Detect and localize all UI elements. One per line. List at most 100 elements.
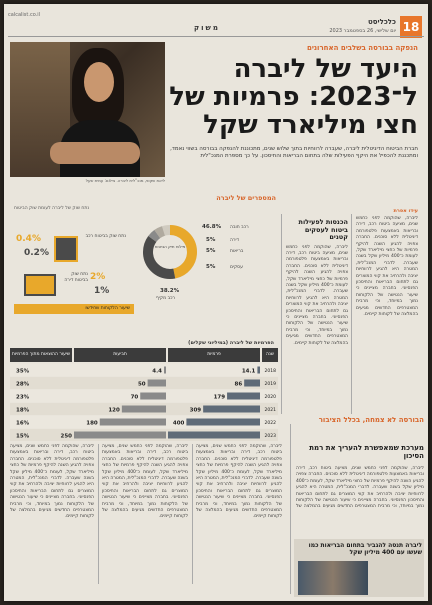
table-title: הפרמיות של ליברה (במיליוני שקלים) [188,340,274,346]
legend-label: שיעור הלקוחות שחידשו [85,306,130,311]
premiums-table: הפרמיות של ליברה (במיליוני שקלים) שיעור … [10,340,278,441]
claims-bar [164,366,166,374]
claims-bar [99,418,166,426]
stat-2-label: נתח שוק בביטוח דירה [64,272,88,283]
stat-1-label: נתח שוק בביטוח רכב [85,234,126,239]
article-deck: חברת הביטוח הדיגיטלית ליברה, שעברה לרווח… [170,146,418,159]
premium-bar [203,405,260,413]
donut-label-2: רכב מקיף [156,296,176,301]
ratio-value: 28% [16,382,30,388]
table-year-label: 2023 [265,433,277,439]
claims-value: 70 [131,395,139,401]
claims-value: 180 [86,421,98,427]
article-kicker: הנפקה בבורסה בשלבים האחרונים [306,44,418,52]
donut-chart [143,225,197,279]
stat-2-pct: 2% [90,272,106,282]
premiums-bars: 2018 14.1 4.4 35% 2019 86 50 28% 2020 179 70 23% 202… [10,364,278,441]
claims-bar [121,405,166,413]
body-text-5: ליברה, שהוקמה לפני כחמש שנים, מציעה ביטו… [196,444,282,520]
infographic-title: המספרים של ליברה [216,194,276,202]
body-text-2: ליברה, שהוקמה לפני כחמש שנים, מציעה ביטו… [286,244,348,346]
claims-value: 50 [138,382,146,388]
stat-1-pct: 0.4% [16,234,41,244]
newspaper-page: 18 כלכליסט יום שלישי, 26 בספטמבר 2023 מש… [4,4,428,601]
legend-bar [14,304,134,314]
donut-pct-5: 5% [206,264,216,270]
page-header: 18 כלכליסט יום שלישי, 26 בספטמבר 2023 מש… [4,4,428,42]
body-column-4: ליברה, שהוקמה לפני כחמש שנים, מציעה ביטו… [102,444,188,584]
claims-bar [147,379,166,387]
table-header-ratio: שיעור ההוצאות מתוך הפרמיות [10,348,72,362]
infographic: המספרים של ליברה נתח שוק של ליברה לעומת … [10,192,280,342]
premium-value: 14.1 [242,369,256,375]
table-row [10,377,278,389]
claims-value: 4.4 [152,369,162,375]
donut-center-label: פילוח תיק הביטוח [154,244,186,249]
card-icon [24,274,56,296]
ratio-value: 23% [16,395,30,401]
body-column-2: הכנסות לפעילות ביטוח לעסקים קטנים ליברה,… [286,216,348,416]
table-year-label: 2022 [265,420,277,426]
stats-title: נתח שוק של ליברה לעומת שוק הביטוח [14,206,90,211]
bottom-headline-1: מערכת שמאפשרת להעריך את רמת הסיכון [309,444,424,460]
body-text: ליברה, שהוקמה לפני כחמש שנים, מציעה ביטו… [356,216,418,318]
ratio-value: 18% [16,408,30,414]
header-rule [8,36,424,37]
premium-value: 400 [173,421,185,427]
bottom-headline-2: הבורסה לא צמחה, בכלל הציבור [318,416,424,424]
article-title: היעד של ליברה ל־2023: פרמיות של חצי מילי… [169,54,418,140]
body-column-5: ליברה, שהוקמה לפני כחמש שנים, מציעה ביטו… [196,444,282,584]
claims-bar [140,392,166,400]
table-year-label: 2018 [265,368,277,374]
publication-date: יום שלישי, 26 בספטמבר 2023 [329,28,396,34]
premium-bar [257,366,260,374]
bottom-headline-3: ליברה תנסה להגביר בתחום הבריאות כמו שעשו… [308,542,422,556]
table-header-premiums: פרמיות [168,348,260,362]
body-text-4: ליברה, שהוקמה לפני כחמש שנים, מציעה ביטו… [102,444,188,520]
donut-pct-2: 38.2% [160,288,180,294]
donut-slice-1 [143,225,197,279]
ratio-value: 16% [16,421,30,427]
table-year-label: 2020 [265,394,277,400]
premium-bar [227,392,260,400]
ratio-value: 15% [16,434,30,440]
premium-value: 86 [235,382,243,388]
table-year-label: 2021 [265,407,277,413]
premium-bar [168,431,260,439]
donut-pct-main: 46.8% [202,224,222,230]
subhead: הכנסות לפעילות ביטוח לעסקים קטנים [298,218,349,241]
body-column-1: ליברה, שהוקמה לפני כחמש שנים, מציעה ביטו… [356,216,418,416]
claims-value: 250 [61,434,73,440]
section-name: משוק [194,24,220,32]
donut-label-3: דירה [230,238,239,243]
donut-pct-3: 5% [206,237,216,243]
bottom-body-1: ליברה, שהוקמה לפני כחמש שנים, מציעה ביטו… [296,466,424,510]
table-header-year: שנה [262,348,278,362]
donut-label-4: בריאות [230,249,244,254]
stat-2-pct-b: 1% [94,286,110,296]
building-icon [54,236,78,262]
author-name: עידו אפרת [393,208,418,214]
stat-1-pct-b: 0.2% [24,248,49,258]
donut-pct-4: 5% [206,248,216,254]
publication-name: כלכליסט [368,18,396,26]
teaser-image [298,561,368,595]
donut-slice-2 [143,225,197,279]
masthead-small: calcalist.co.il [8,12,41,18]
photo-caption: ליאת שקופ, מנכ"לית ליברה. צילום: עמית שע… [85,178,165,183]
claims-value: 120 [108,408,120,414]
claims-bar [74,431,166,439]
page-number: 18 [400,16,422,38]
donut-label-1: רכב חובה [230,225,249,230]
premium-bar [244,379,260,387]
table-header-claims: תביעות [74,348,166,362]
table-row [10,364,278,376]
ceo-photo [10,42,165,177]
premium-value: 309 [190,408,202,414]
body-text-3: ליברה, שהוקמה לפני כחמש שנים, מציעה ביטו… [10,444,94,520]
table-year-label: 2019 [265,381,277,387]
body-column-3: ליברה, שהוקמה לפני כחמש שנים, מציעה ביטו… [10,444,94,584]
ratio-value: 35% [16,369,30,375]
premium-value: 179 [214,395,226,401]
donut-label-5: עסקים [230,265,243,270]
